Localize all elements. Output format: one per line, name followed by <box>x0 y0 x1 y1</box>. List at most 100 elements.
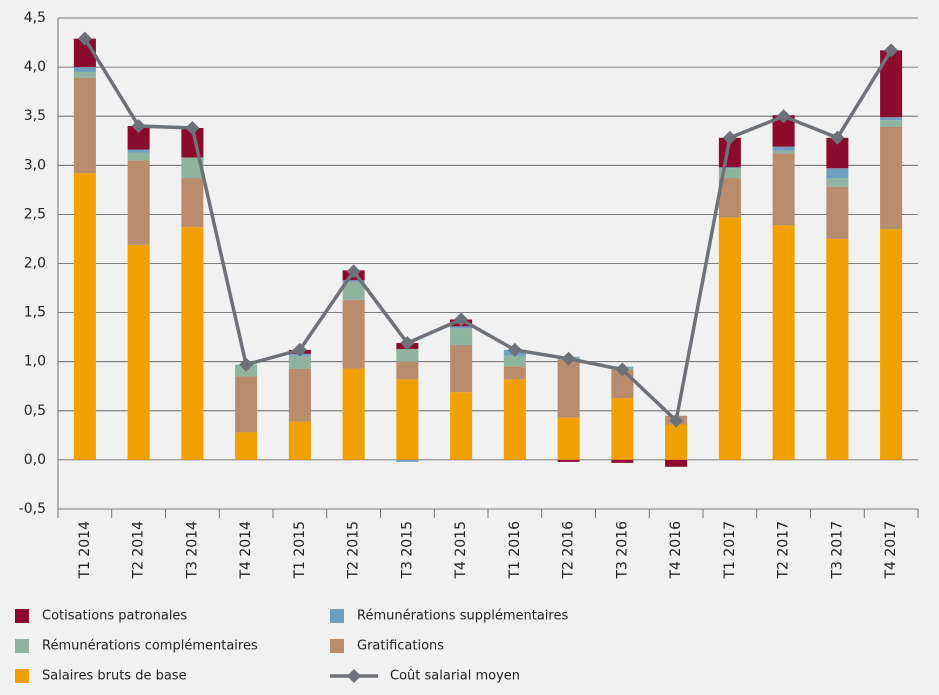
bar-segment <box>127 160 150 245</box>
bar-segment <box>181 227 204 460</box>
y-tick-label: 2,5 <box>24 206 46 222</box>
bar-segment <box>557 417 580 460</box>
y-tick-label: 2,0 <box>24 256 46 272</box>
line-marker <box>615 362 630 377</box>
line-marker <box>239 357 254 372</box>
x-tick-label: T3 2016 <box>614 521 630 580</box>
bar-segment <box>127 149 150 153</box>
x-tick-label: T1 2016 <box>507 521 523 580</box>
legend-swatch <box>330 609 344 623</box>
line-marker <box>185 120 200 135</box>
bar-segment <box>772 146 795 151</box>
legend-swatch <box>15 639 29 653</box>
x-tick-label: T3 2017 <box>829 521 845 580</box>
bar-segment <box>826 238 849 460</box>
y-tick-label: 1,0 <box>24 354 46 370</box>
bar-segment <box>181 178 204 228</box>
line-marker <box>669 413 684 428</box>
bar-segment <box>772 153 795 226</box>
line-marker <box>776 109 791 124</box>
line-marker <box>561 351 576 366</box>
bar-segment <box>557 359 580 418</box>
bar-segment <box>503 355 526 367</box>
bar-segment <box>665 459 688 467</box>
bar-segment <box>73 77 96 174</box>
legend-swatch <box>15 669 29 683</box>
x-tick-label: T4 2016 <box>668 521 684 580</box>
bar-segment <box>235 432 258 460</box>
bar-segment <box>718 217 741 460</box>
bar-segment <box>73 72 96 78</box>
legend-label: Rémunérations complémentaires <box>42 639 258 654</box>
bar-segment <box>288 368 311 422</box>
bar-segment <box>396 459 419 462</box>
bar-segment <box>288 355 311 369</box>
bar-segment <box>880 50 903 118</box>
x-tick-label: T3 2015 <box>399 521 415 580</box>
x-tick-label: T4 2017 <box>883 521 899 580</box>
bar-segment <box>826 168 849 179</box>
bar-segment <box>772 225 795 460</box>
line-marker <box>346 264 361 279</box>
line-marker <box>77 31 92 46</box>
bar-segment <box>826 178 849 187</box>
y-tick-label: 4,0 <box>24 59 46 75</box>
line-marker <box>454 312 469 327</box>
y-tick-label: 0,0 <box>24 452 46 468</box>
y-tick-label: 3,0 <box>24 157 46 173</box>
bar-segment <box>73 67 96 73</box>
bar-segment <box>127 152 150 161</box>
bar-segment <box>342 299 365 369</box>
line-marker <box>400 336 415 351</box>
legend-swatch <box>15 609 29 623</box>
bar-segment <box>557 459 580 462</box>
legend-label: Rémunérations supplémentaires <box>357 609 568 624</box>
legend-label: Salaires bruts de base <box>42 669 187 684</box>
legend-label: Coût salarial moyen <box>390 669 520 684</box>
x-tick-label: T2 2015 <box>346 521 362 580</box>
legend-marker <box>347 669 361 683</box>
line-marker <box>292 342 307 357</box>
bar-segment <box>718 167 741 169</box>
x-tick-label: T1 2014 <box>77 521 93 580</box>
bar-segment <box>503 379 526 460</box>
x-tick-label: T4 2015 <box>453 521 469 580</box>
y-tick-label: 0,5 <box>24 403 46 419</box>
bar-segment <box>826 186 849 239</box>
bar-segment <box>342 280 365 283</box>
bar-segment <box>611 459 634 463</box>
bar-segment <box>718 168 741 179</box>
bar-segment <box>181 157 204 179</box>
bar-segment <box>826 137 849 169</box>
bar-segment <box>718 178 741 218</box>
line-marker <box>507 342 522 357</box>
bar-segment <box>73 173 96 460</box>
bar-segment <box>503 366 526 380</box>
x-tick-label: T2 2014 <box>131 521 147 580</box>
bar-segment <box>450 392 473 460</box>
legend-swatch <box>330 639 344 653</box>
bar-segment <box>772 150 795 154</box>
bar-segment <box>880 117 903 121</box>
bar-segment <box>342 368 365 460</box>
x-tick-label: T4 2014 <box>238 521 254 580</box>
bar-segment <box>127 126 150 150</box>
bar-segment <box>288 421 311 460</box>
bar-segment <box>880 127 903 230</box>
line-marker <box>131 119 146 134</box>
x-tick-label: T2 2016 <box>561 521 577 580</box>
bar-segment <box>772 115 795 147</box>
x-tick-label: T1 2015 <box>292 521 308 580</box>
bar-segment <box>450 345 473 393</box>
bar-segment <box>235 376 258 433</box>
y-tick-label: 4,5 <box>24 10 46 26</box>
bar-segment <box>396 379 419 460</box>
x-tick-label: T2 2017 <box>776 521 792 580</box>
bar-segment <box>342 282 365 300</box>
bar-segment <box>450 326 473 329</box>
legend-label: Cotisations patronales <box>42 609 187 624</box>
legend-label: Gratifications <box>357 639 444 654</box>
line-marker <box>830 130 845 145</box>
line-marker <box>722 130 737 145</box>
